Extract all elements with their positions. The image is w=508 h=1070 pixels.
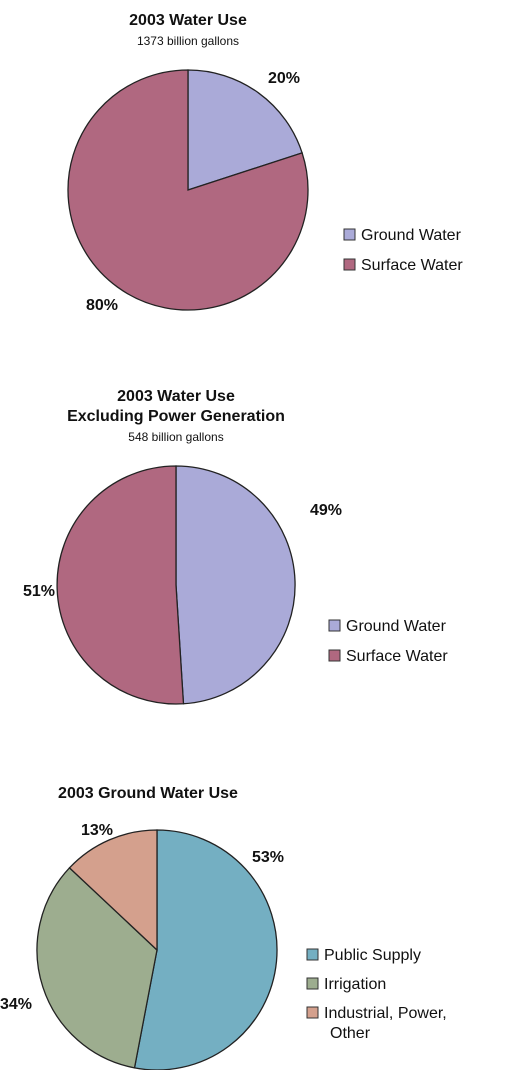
chart-2-title-line2: Excluding Power Generation <box>67 408 285 425</box>
chart-2-legend-item-ground-water: Ground Water <box>328 618 447 635</box>
chart-water-use: 2003 Water Use 1373 billion gallons 20% … <box>67 12 463 314</box>
chart-1-pie <box>67 69 309 311</box>
chart-3-legend: Public Supply Irrigation Industrial, Pow… <box>306 947 447 1042</box>
chart-1-title: 2003 Water Use <box>129 12 247 29</box>
chart-1-label-ground-water: 20% <box>268 70 300 87</box>
chart-3-label-public-supply: 53% <box>252 849 284 866</box>
chart-1-subtitle: 1373 billion gallons <box>137 34 239 48</box>
chart-1-legend-item-ground-water: Ground Water <box>343 227 462 244</box>
chart-3-legend-item-public-supply: Public Supply <box>306 947 421 964</box>
chart-2-title: 2003 Water Use <box>117 388 235 405</box>
chart-2-label-ground-water: 49% <box>310 502 342 519</box>
chart-1-legend-swatch-surface-water <box>343 258 356 271</box>
chart-1-slice-surface-water <box>67 69 309 311</box>
chart-3-pie <box>36 829 278 1070</box>
chart-2-slice-surface-water <box>56 465 185 705</box>
chart-3-slice-irrigation <box>36 866 158 1069</box>
chart-2-pie <box>56 465 296 705</box>
chart-2-legend-label-ground-water: Ground Water <box>346 618 447 635</box>
chart-3-legend-swatch-public-supply <box>306 948 319 961</box>
chart-3-label-industrial-power-other: 13% <box>81 822 113 839</box>
chart-1-label-surface-water: 80% <box>86 297 118 314</box>
chart-1-legend: Ground Water Surface Water <box>343 227 463 274</box>
chart-3-legend-swatch-industrial-power-other <box>306 1006 319 1019</box>
chart-3-legend-item-irrigation: Irrigation <box>306 976 386 993</box>
chart-3-legend-item-industrial-power-other: Industrial, Power, Other <box>306 1005 447 1042</box>
chart-1-legend-swatch-ground-water <box>343 228 356 241</box>
chart-2-legend-label-surface-water: Surface Water <box>346 648 448 665</box>
chart-2-legend-item-surface-water: Surface Water <box>328 648 448 665</box>
chart-3-legend-label-industrial-power-other-line2: Other <box>330 1025 371 1042</box>
chart-ground-water-use: 2003 Ground Water Use 53% 34% 13% Public… <box>0 785 447 1070</box>
chart-2-legend-swatch-ground-water <box>328 619 341 632</box>
chart-2-legend-swatch-surface-water <box>328 649 341 662</box>
chart-3-legend-swatch-irrigation <box>306 977 319 990</box>
chart-3-title: 2003 Ground Water Use <box>58 785 238 802</box>
chart-1-legend-item-surface-water: Surface Water <box>343 257 463 274</box>
chart-2-slice-ground-water <box>175 465 296 705</box>
chart-1-legend-label-ground-water: Ground Water <box>361 227 462 244</box>
chart-3-legend-label-public-supply: Public Supply <box>324 947 421 964</box>
chart-water-use-excluding-power: 2003 Water Use Excluding Power Generatio… <box>23 388 448 705</box>
chart-3-label-irrigation: 34% <box>0 996 32 1013</box>
chart-2-subtitle: 548 billion gallons <box>128 430 223 444</box>
chart-2-label-surface-water: 51% <box>23 583 55 600</box>
chart-3-slice-industrial-power-other <box>68 829 158 952</box>
chart-1-legend-label-surface-water: Surface Water <box>361 257 463 274</box>
chart-1-slice-ground-water <box>187 69 303 191</box>
chart-2-legend: Ground Water Surface Water <box>328 618 448 665</box>
chart-3-legend-label-irrigation: Irrigation <box>324 976 386 993</box>
chart-3-legend-label-industrial-power-other: Industrial, Power, <box>324 1005 447 1022</box>
chart-3-slice-public-supply <box>133 829 278 1070</box>
